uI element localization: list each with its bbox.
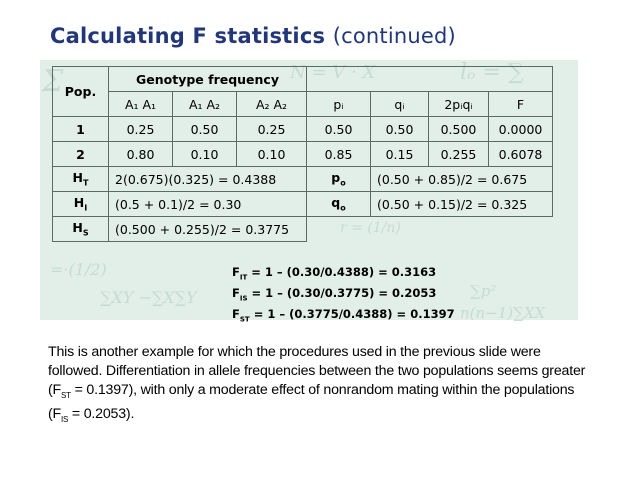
row1-a2a2: 0.25 (236, 116, 307, 142)
ht-label: HT (52, 166, 109, 192)
header-blank (306, 66, 553, 92)
hs-label: HS (52, 216, 109, 242)
table-row: 1 0.25 0.50 0.25 0.50 0.50 0.500 0.0000 (52, 116, 553, 142)
header-a2a2: A₂ A₂ (236, 91, 307, 117)
row2-a1a2: 0.10 (172, 141, 237, 167)
hi-label: HI (52, 191, 109, 217)
row2-p: 0.85 (306, 141, 371, 167)
row2-2pq: 0.255 (428, 141, 489, 167)
row2-a1a1: 0.80 (108, 141, 173, 167)
table-row: HT 2(0.675)(0.325) = 0.4388 po (0.50 + 0… (52, 166, 553, 192)
header-q: qᵢ (370, 91, 429, 117)
table-row: 2 0.80 0.10 0.10 0.85 0.15 0.255 0.6078 (52, 141, 553, 167)
p0-value: (0.50 + 0.85)/2 = 0.675 (370, 166, 553, 192)
header-pop: Pop. (52, 66, 109, 117)
equation-fit: FIT = 1 – (0.30/0.4388) = 0.3163 (232, 265, 437, 282)
row1-q: 0.50 (370, 116, 429, 142)
table-row: HI (0.5 + 0.1)/2 = 0.30 qo (0.50 + 0.15)… (52, 191, 553, 217)
empty-cell (307, 217, 553, 242)
row2-f: 0.6078 (488, 141, 553, 167)
header-f: F (488, 91, 553, 117)
row1-a1a2: 0.50 (172, 116, 237, 142)
slide-title: Calculating F statistics (continued) (50, 24, 456, 48)
row1-pop: 1 (52, 116, 109, 142)
header-genotype-frequency: Genotype frequency (108, 66, 307, 92)
hs-value: (0.500 + 0.255)/2 = 0.3775 (108, 216, 307, 242)
genotype-frequency-table: Pop. Genotype frequency A₁ A₁ A₁ A₂ A₂ A… (52, 66, 553, 242)
hi-value: (0.5 + 0.1)/2 = 0.30 (108, 191, 307, 217)
equation-fis: FIS = 1 – (0.30/0.3775) = 0.2053 (232, 286, 437, 303)
row2-a2a2: 0.10 (236, 141, 307, 167)
header-a1a2: A₁ A₂ (172, 91, 237, 117)
header-2pq: 2pᵢqᵢ (428, 91, 489, 117)
row2-pop: 2 (52, 141, 109, 167)
slide-title-main: Calculating F statistics (50, 24, 326, 48)
q0-value: (0.50 + 0.15)/2 = 0.325 (370, 191, 553, 217)
equation-fst: FST = 1 – (0.3775/0.4388) = 0.1397 (232, 307, 455, 324)
header-p: pᵢ (306, 91, 371, 117)
row1-a1a1: 0.25 (108, 116, 173, 142)
explanation-paragraph: This is another example for which the pr… (48, 344, 586, 424)
p0-label: po (306, 166, 371, 192)
slide-title-continued: (continued) (332, 24, 456, 48)
row2-q: 0.15 (370, 141, 429, 167)
row1-2pq: 0.500 (428, 116, 489, 142)
ht-value: 2(0.675)(0.325) = 0.4388 (108, 166, 307, 192)
table-row: HS (0.500 + 0.255)/2 = 0.3775 (52, 216, 553, 242)
header-a1a1: A₁ A₁ (108, 91, 173, 117)
row1-f: 0.0000 (488, 116, 553, 142)
q0-label: qo (306, 191, 371, 217)
row1-p: 0.50 (306, 116, 371, 142)
